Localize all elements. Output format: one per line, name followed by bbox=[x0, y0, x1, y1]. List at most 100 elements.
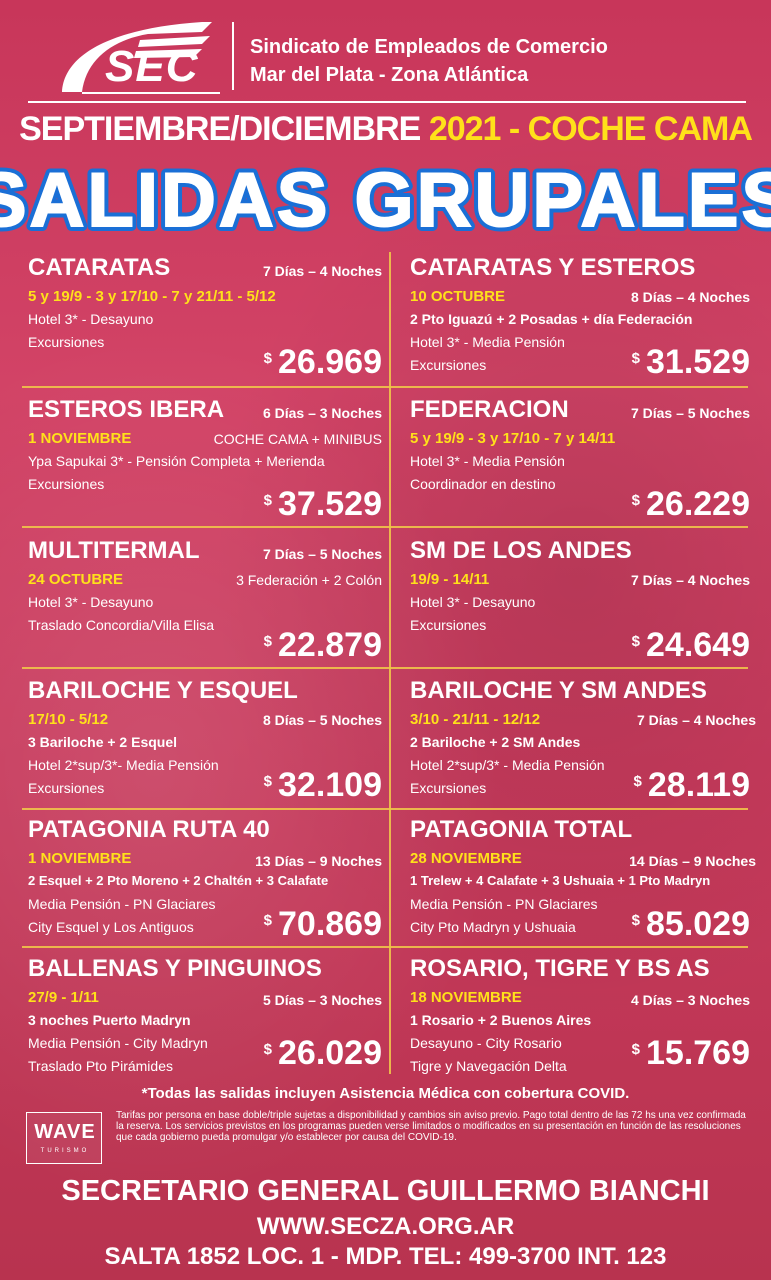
trip-name: BALLENAS Y PINGUINOS bbox=[28, 955, 322, 982]
price-value: 28.119 bbox=[647, 766, 750, 804]
row-divider bbox=[22, 386, 748, 388]
trip-dates: 5 y 19/9 - 3 y 17/10 - 7 y 21/11 - 5/12 bbox=[28, 288, 276, 305]
price-value: 32.109 bbox=[278, 766, 382, 804]
org-name: Sindicato de Empleados de Comercio bbox=[250, 36, 608, 58]
trip-detail: Traslado Pto Pirámides bbox=[28, 1058, 173, 1074]
header-divider bbox=[232, 22, 234, 90]
trip-price: $32.109 bbox=[264, 766, 382, 805]
trip-price: $28.119 bbox=[634, 766, 750, 805]
org-location: Mar del Plata - Zona Atlántica bbox=[250, 64, 529, 86]
trip-card-cataratas-y-esteros: CATARATAS Y ESTEROS 8 Días – 4 Noches 10… bbox=[410, 254, 756, 384]
trip-card-bariloche-y-sm-andes: BARILOCHE Y SM ANDES 7 Días – 4 Noches 3… bbox=[410, 677, 762, 807]
currency-symbol: $ bbox=[263, 350, 272, 367]
currency-symbol: $ bbox=[263, 912, 272, 929]
trip-detail: Hotel 3* - Desayuno bbox=[28, 594, 154, 610]
sec-wing-logo-icon bbox=[62, 22, 220, 94]
trip-price: $26.229 bbox=[632, 485, 750, 524]
trip-detail: 2 Esquel + 2 Pto Moreno + 2 Chaltén + 3 … bbox=[28, 873, 329, 888]
trip-detail: Coordinador en destino bbox=[410, 476, 556, 492]
wave-logo-text: WAVE bbox=[34, 1121, 96, 1143]
trip-detail: Excursiones bbox=[410, 617, 487, 633]
trip-name: CATARATAS Y ESTEROS bbox=[410, 254, 696, 281]
trip-card-ballenas-y-pinguinos: BALLENAS Y PINGUINOS 5 Días – 3 Noches 2… bbox=[28, 955, 388, 1085]
trip-detail: Hotel 3* - Desayuno bbox=[410, 594, 536, 610]
trip-detail: Media Pensión - City Madryn bbox=[28, 1035, 208, 1051]
trip-price: $70.869 bbox=[264, 905, 382, 944]
trip-duration: 5 Días – 3 Noches bbox=[262, 992, 382, 1008]
trip-dates: 19/9 - 14/11 bbox=[410, 571, 490, 588]
title-outline: SALIDAS GRUPALES bbox=[0, 158, 771, 238]
price-value: 26.029 bbox=[278, 1034, 382, 1072]
row-divider bbox=[22, 526, 748, 528]
trip-duration: 8 Días – 5 Noches bbox=[262, 712, 382, 728]
trip-detail: Excursiones bbox=[28, 334, 105, 350]
currency-symbol: $ bbox=[631, 492, 640, 509]
trip-duration: 4 Días – 3 Noches bbox=[630, 992, 750, 1008]
trip-card-patagonia-total: PATAGONIA TOTAL 14 Días – 9 Noches 28 NO… bbox=[410, 816, 762, 946]
trip-detail: Media Pensión - PN Glaciares bbox=[410, 896, 598, 912]
trip-detail: 3 Bariloche + 2 Esquel bbox=[28, 734, 178, 750]
price-value: 22.879 bbox=[278, 626, 382, 664]
price-value: 24.649 bbox=[646, 626, 750, 664]
trip-price: $31.529 bbox=[632, 343, 750, 382]
trip-dates: 3/10 - 21/11 - 12/12 bbox=[410, 711, 541, 728]
price-value: 15.769 bbox=[646, 1034, 750, 1072]
trip-name: CATARATAS bbox=[28, 254, 171, 281]
trip-duration: 7 Días – 4 Noches bbox=[630, 572, 750, 588]
trip-price: $37.529 bbox=[264, 485, 382, 524]
trip-name: PATAGONIA TOTAL bbox=[410, 816, 633, 843]
trip-detail: 2 Bariloche + 2 SM Andes bbox=[410, 734, 581, 750]
trip-card-esteros-ibera: ESTEROS IBERA 6 Días – 3 Noches 1 NOVIEM… bbox=[28, 396, 388, 526]
trip-detail: Excursiones bbox=[28, 780, 105, 796]
covid-note: *Todas las salidas incluyen Asistencia M… bbox=[141, 1085, 630, 1102]
currency-symbol: $ bbox=[631, 912, 640, 929]
currency-symbol: $ bbox=[631, 350, 640, 367]
wave-logo-subtext: TURISMO bbox=[40, 1148, 90, 1154]
row-divider bbox=[22, 667, 748, 669]
trip-duration: 7 Días – 5 Noches bbox=[262, 546, 382, 562]
logo-text: SEC bbox=[105, 42, 199, 91]
trip-duration: 6 Días – 3 Noches bbox=[262, 405, 382, 421]
currency-symbol: $ bbox=[631, 633, 640, 650]
trip-price: $22.879 bbox=[264, 626, 382, 665]
row-divider bbox=[22, 946, 748, 948]
trip-detail: 1 Rosario + 2 Buenos Aires bbox=[410, 1012, 592, 1028]
trip-detail: Hotel 3* - Media Pensión bbox=[410, 334, 565, 350]
wave-turismo-logo: WAVE TURISMO bbox=[26, 1112, 102, 1164]
trip-card-sm-de-los-andes: SM DE LOS ANDES 7 Días – 4 Noches 19/9 -… bbox=[410, 537, 756, 667]
trip-card-federacion: FEDERACION 7 Días – 5 Noches 5 y 19/9 - … bbox=[410, 396, 756, 526]
trip-detail: Tigre y Navegación Delta bbox=[410, 1058, 567, 1074]
trip-dates: 17/10 - 5/12 bbox=[28, 711, 109, 728]
period-months: SEPTIEMBRE/DICIEMBRE bbox=[19, 110, 429, 148]
trip-duration: 7 Días – 4 Noches bbox=[636, 712, 756, 728]
website-link[interactable]: WWW.SECZA.ORG.AR bbox=[256, 1213, 515, 1240]
column-divider bbox=[389, 252, 391, 1074]
trip-detail: Hotel 2*sup/3* - Media Pensión bbox=[410, 757, 605, 773]
trip-dates: 1 NOVIEMBRE bbox=[28, 850, 132, 867]
header: SEC Sindicato de Empleados de Comercio M… bbox=[0, 0, 771, 108]
trip-detail: Traslado Concordia/Villa Elisa bbox=[28, 617, 214, 633]
currency-symbol: $ bbox=[263, 773, 272, 790]
trip-duration: 13 Días – 9 Noches bbox=[255, 853, 382, 869]
trip-detail: Desayuno - City Rosario bbox=[410, 1035, 562, 1051]
trip-dates: 27/9 - 1/11 bbox=[28, 989, 99, 1006]
price-value: 85.029 bbox=[646, 905, 750, 943]
trip-dates: 24 OCTUBRE bbox=[28, 571, 124, 588]
trip-card-cataratas: CATARATAS 7 Días – 4 Noches 5 y 19/9 - 3… bbox=[28, 254, 388, 384]
trip-name: PATAGONIA RUTA 40 bbox=[28, 816, 270, 843]
trip-dates: 18 NOVIEMBRE bbox=[410, 989, 522, 1006]
trip-detail: 1 Trelew + 4 Calafate + 3 Ushuaia + 1 Pt… bbox=[410, 873, 711, 888]
trip-name: ESTEROS IBERA bbox=[28, 396, 225, 423]
price-value: 70.869 bbox=[278, 905, 382, 943]
trip-price: $85.029 bbox=[632, 905, 750, 944]
trip-detail: Media Pensión - PN Glaciares bbox=[28, 896, 216, 912]
trip-dates: 5 y 19/9 - 3 y 17/10 - 7 y 14/11 bbox=[410, 430, 616, 447]
trip-detail: Excursiones bbox=[410, 780, 487, 796]
currency-symbol: $ bbox=[633, 773, 642, 790]
trip-duration: 7 Días – 5 Noches bbox=[630, 405, 750, 421]
currency-symbol: $ bbox=[263, 633, 272, 650]
price-value: 26.229 bbox=[646, 485, 750, 523]
trip-name: FEDERACION bbox=[410, 396, 569, 423]
trip-detail: Excursiones bbox=[28, 476, 105, 492]
